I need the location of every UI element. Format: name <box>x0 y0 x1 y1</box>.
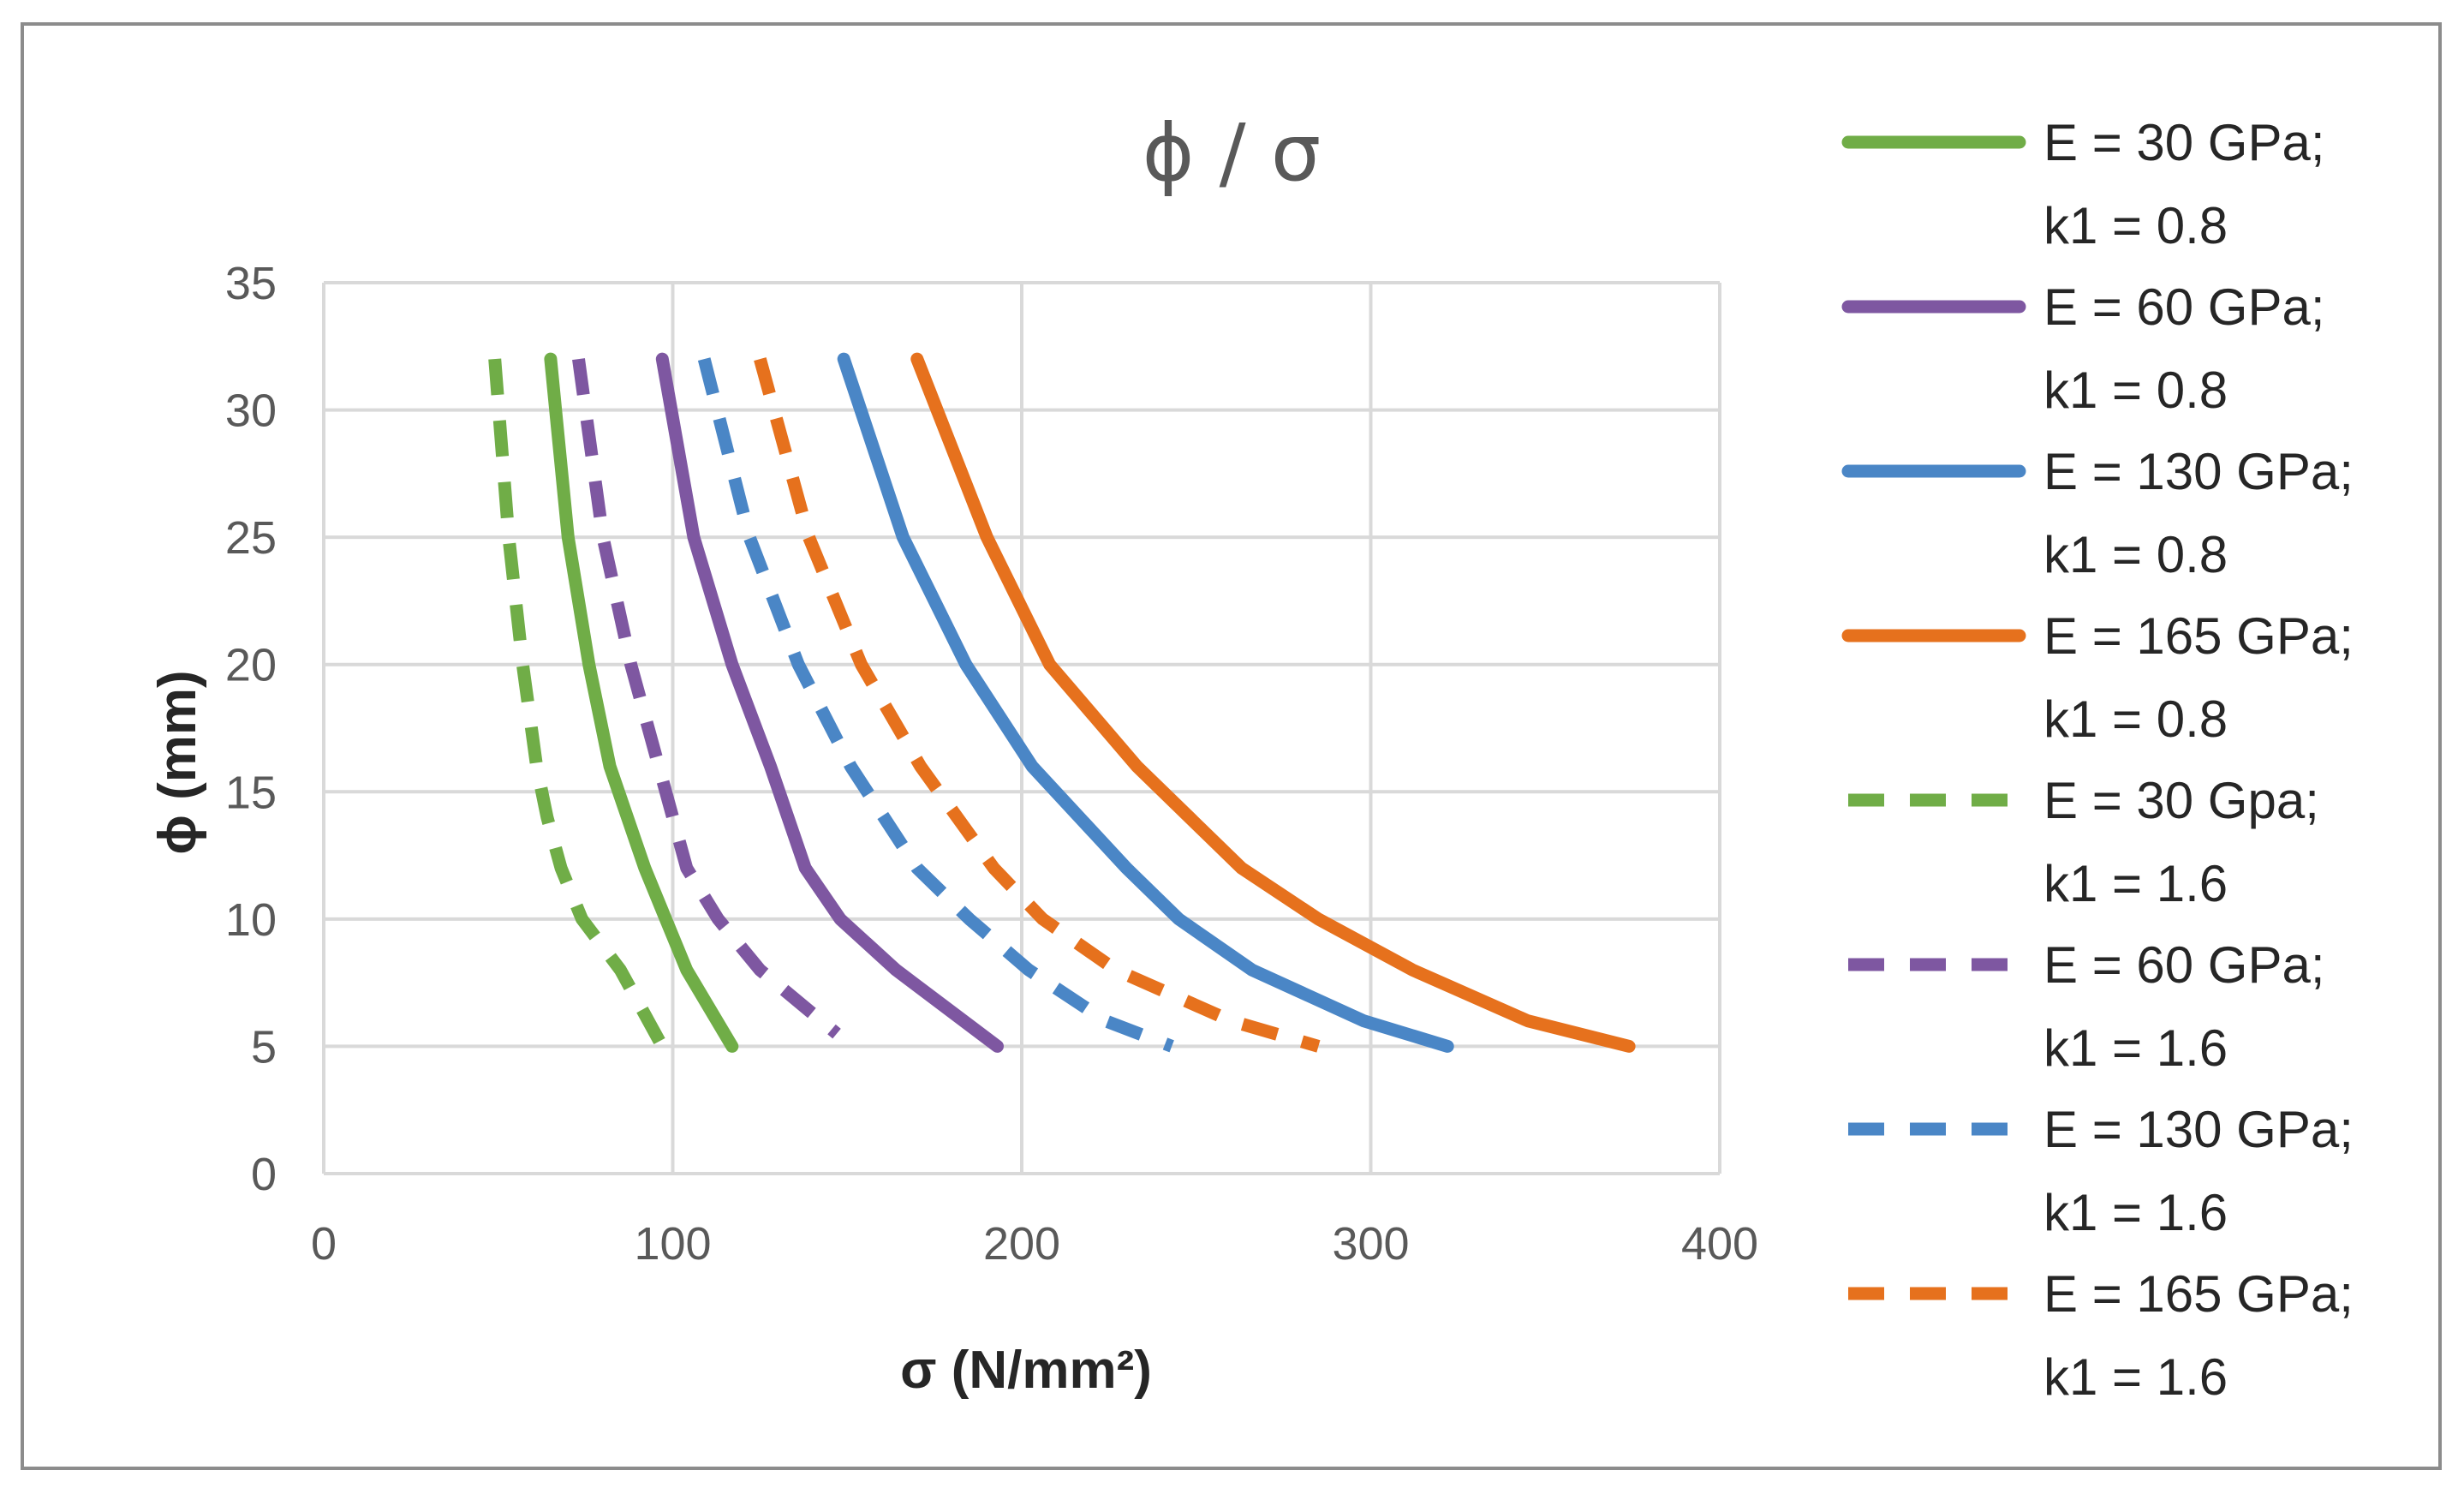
legend-label-line1: E = 60 GPa; <box>2043 278 2325 336</box>
legend-label-line1: E = 130 GPa; <box>2043 443 2354 500</box>
legend-label-line2: k1 = 1.6 <box>2043 855 2228 912</box>
x-tick-label: 200 <box>983 1218 1060 1270</box>
grid-layer <box>322 281 1721 1175</box>
x-tick-label: 100 <box>634 1218 711 1270</box>
y-tick-label: 30 <box>225 385 277 437</box>
series-layer <box>488 352 1636 1053</box>
legend-label-line2: k1 = 0.8 <box>2043 362 2228 419</box>
y-tick-label: 5 <box>251 1021 277 1073</box>
y-axis-title: ϕ (mm) <box>148 670 207 854</box>
legend-label-line1: E = 165 GPa; <box>2043 607 2354 665</box>
legend-label-line1: E = 30 GPa; <box>2043 114 2325 171</box>
chart-frame: 0 100 200 300 400 0 5 10 15 20 25 30 35 ϕ / σ σ (N/m… <box>21 22 2442 1470</box>
legend-label-line1: E = 165 GPa; <box>2043 1265 2354 1323</box>
chart-title: ϕ / σ <box>1143 107 1321 199</box>
x-tick-label: 300 <box>1332 1218 1409 1270</box>
y-tick-label: 35 <box>225 258 277 309</box>
series-line-2 <box>655 352 1004 1053</box>
legend-label-line2: k1 = 1.6 <box>2043 1019 2228 1077</box>
y-tick-label: 15 <box>225 767 277 818</box>
x-tick-label: 0 <box>311 1218 337 1270</box>
legend-label-line2: k1 = 0.8 <box>2043 690 2228 748</box>
y-tick-label: 25 <box>225 512 277 564</box>
chart-svg: 0 100 200 300 400 0 5 10 15 20 25 30 35 ϕ / σ σ (N/m… <box>148 107 2354 1406</box>
series-line-3 <box>837 352 1454 1053</box>
legend-label-line1: E = 130 GPa; <box>2043 1101 2354 1158</box>
legend-label-line1: E = 30 Gpa; <box>2043 772 2319 829</box>
legend-label-line2: k1 = 1.6 <box>2043 1348 2228 1406</box>
y-tick-label: 20 <box>225 640 277 691</box>
tick-layer: 0 100 200 300 400 0 5 10 15 20 25 30 35 <box>225 258 1758 1270</box>
x-tick-label: 400 <box>1681 1218 1758 1270</box>
legend-label-line2: k1 = 1.6 <box>2043 1184 2228 1241</box>
legend-label-line2: k1 = 0.8 <box>2043 197 2228 254</box>
series-line-6 <box>572 358 841 1039</box>
legend-label-line1: E = 60 GPa; <box>2043 936 2325 994</box>
x-axis-title: σ (N/mm²) <box>900 1341 1152 1400</box>
series-line-7 <box>697 357 1174 1053</box>
series-line-4 <box>910 352 1636 1053</box>
y-tick-label: 0 <box>251 1149 277 1200</box>
series-line-1 <box>544 352 739 1053</box>
y-tick-label: 10 <box>225 894 277 946</box>
legend: E = 30 GPa; k1 = 0.8 E = 60 GPa; k1 = 0.8 E … <box>1841 114 2354 1406</box>
series-line-5 <box>488 358 668 1050</box>
legend-label-line2: k1 = 0.8 <box>2043 526 2228 583</box>
series-line-8 <box>754 357 1321 1053</box>
